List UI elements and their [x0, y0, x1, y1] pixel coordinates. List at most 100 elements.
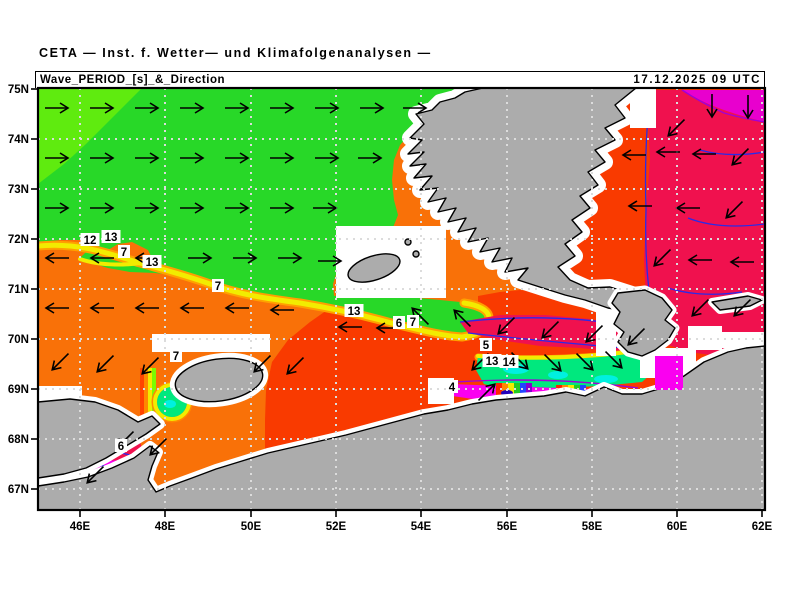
contour-label-box — [344, 304, 364, 317]
lon-tick-label: 48E — [155, 521, 176, 533]
direction-arrow — [135, 152, 160, 164]
direction-arrow — [90, 202, 115, 214]
contour-label: 13 — [105, 232, 118, 244]
direction-arrow — [731, 147, 750, 166]
lon-tick-label: 60E — [667, 521, 688, 533]
lon-tick-label: 50E — [241, 521, 262, 533]
lat-tick-label: 75N — [8, 84, 29, 96]
direction-arrow — [315, 152, 340, 164]
direction-arrow — [477, 383, 496, 402]
direction-arrow — [225, 152, 250, 164]
kolguyev-rainbow-band — [140, 368, 156, 416]
direction-arrow — [403, 102, 428, 114]
direction-arrow — [360, 102, 385, 114]
direction-arrow — [318, 255, 343, 267]
land-layer — [38, 88, 765, 510]
contour-label: 12 — [84, 235, 97, 247]
direction-arrow — [729, 256, 754, 268]
direction-arrow — [51, 352, 70, 371]
direction-arrow — [233, 252, 258, 264]
cyan-patch-3 — [594, 375, 618, 383]
direction-arrow — [313, 202, 338, 214]
lat-tick-label: 70N — [8, 334, 29, 346]
direction-arrow — [269, 304, 294, 316]
direction-arrow — [180, 202, 205, 214]
islet-1 — [404, 238, 412, 246]
lon-tick-label: 62E — [752, 521, 773, 533]
header-strip: Wave_PERIOD_[s]_&_Direction 17.12.2025 0… — [35, 71, 765, 88]
direction-arrow — [134, 302, 159, 314]
axis-layer: 75N 74N 73N 72N 71N 70N 69N 68N 67N 46E 48E 50E 52E 5… — [8, 84, 773, 533]
direction-arrow — [86, 465, 105, 484]
contour-label: 7 — [173, 351, 179, 363]
contour-label: 14 — [503, 357, 516, 369]
direction-arrow — [270, 202, 295, 214]
contour-label-box — [115, 439, 127, 452]
field-green-main — [38, 88, 490, 337]
direction-arrow — [706, 94, 718, 119]
direction-arrow — [96, 354, 115, 373]
direction-arrow — [44, 252, 69, 264]
direction-arrow-layer — [44, 94, 754, 484]
lat-tick-label: 72N — [8, 234, 29, 246]
direction-arrow — [337, 321, 362, 333]
contour-label: 6 — [396, 318, 402, 330]
lon-tick-label: 54E — [411, 521, 432, 533]
contour-label: 7 — [215, 281, 221, 293]
direction-arrow — [733, 298, 752, 317]
direction-arrow — [585, 324, 604, 343]
direction-arrow — [411, 307, 430, 326]
contour-label: 13 — [348, 306, 361, 318]
kolguyev-cyan-core — [164, 400, 176, 408]
direction-arrow — [270, 102, 295, 114]
contour-squiggle-2 — [687, 217, 765, 227]
contour-label: 13 — [146, 257, 159, 269]
direction-arrow — [225, 102, 250, 114]
contour-squiggle-1 — [699, 149, 765, 156]
direction-arrow — [742, 95, 754, 120]
contour-squiggle-3 — [667, 287, 743, 295]
lon-tick-label: 52E — [326, 521, 347, 533]
direction-arrow — [225, 202, 250, 214]
direction-arrow — [725, 200, 744, 219]
direction-arrow — [627, 200, 652, 212]
contour-label-box — [170, 349, 182, 362]
direction-arrow — [543, 353, 562, 372]
direction-arrow — [278, 252, 303, 264]
lat-tick-label: 68N — [8, 434, 29, 446]
contour-label-box — [446, 380, 458, 393]
direction-arrow — [90, 102, 115, 114]
contour-label-box — [142, 255, 162, 268]
direction-arrow — [90, 152, 115, 164]
direction-arrow — [604, 350, 623, 369]
direction-arrow — [45, 202, 70, 214]
contour-label-box — [118, 245, 130, 258]
lon-tick-label: 58E — [582, 521, 603, 533]
lat-tick-label: 74N — [8, 134, 29, 146]
lat-tick-label: 69N — [8, 384, 29, 396]
direction-arrow — [135, 102, 160, 114]
lat-tick-label: 73N — [8, 184, 29, 196]
direction-arrow — [655, 146, 680, 158]
direction-arrow — [497, 316, 516, 335]
contour-label: 6 — [118, 441, 124, 453]
contour-label-box — [393, 316, 405, 329]
direction-arrow — [453, 309, 472, 328]
direction-arrow — [253, 354, 272, 373]
direction-arrow — [141, 356, 160, 375]
direction-arrow — [667, 118, 686, 137]
direction-arrow — [653, 248, 672, 267]
direction-arrow — [541, 320, 560, 339]
direction-arrow — [44, 302, 69, 314]
direction-arrow — [179, 302, 204, 314]
direction-arrow — [180, 102, 205, 114]
lon-tick-label: 46E — [70, 521, 91, 533]
lat-tick-label: 67N — [8, 484, 29, 496]
direction-arrow — [286, 356, 305, 375]
direction-arrow — [135, 202, 160, 214]
direction-arrow — [691, 148, 716, 160]
direction-arrow — [45, 102, 70, 114]
variable-title: Wave_PERIOD_[s]_&_Direction — [40, 74, 225, 86]
